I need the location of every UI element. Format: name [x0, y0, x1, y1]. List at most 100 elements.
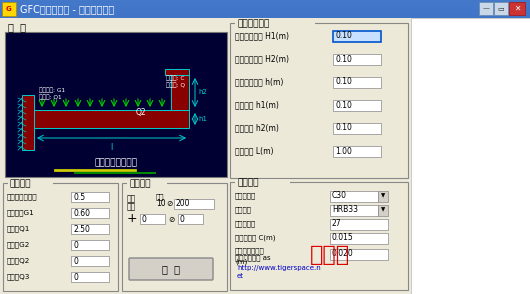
Bar [494, 2, 508, 15]
Bar [235, 20, 315, 28]
Bar [8, 180, 53, 188]
Text: G: G [6, 6, 12, 12]
Text: 截面尺寸参数: 截面尺寸参数 [237, 19, 269, 29]
Text: l: l [110, 143, 113, 152]
Bar [171, 75, 189, 110]
Bar [509, 2, 525, 15]
Bar [0, 9, 530, 10]
Bar [0, 15, 530, 16]
Bar [0, 8, 530, 9]
Bar [0, 2, 530, 3]
Bar [0, 7, 530, 8]
Bar [0, 0, 530, 1]
Text: 混凝土标号: 混凝土标号 [235, 193, 256, 199]
Bar [0, 6, 530, 7]
Text: 地面载法: G1: 地面载法: G1 [39, 87, 65, 93]
Bar [330, 191, 378, 202]
Bar [333, 54, 381, 65]
Text: ▼: ▼ [381, 208, 385, 213]
Text: 钢筋: 钢筋 [127, 203, 136, 211]
Text: 材料信息: 材料信息 [237, 178, 259, 188]
Text: 活载准永久值系: 活载准永久值系 [7, 194, 38, 200]
Text: http://www.tigerspace.n
et: http://www.tigerspace.n et [237, 265, 321, 279]
Text: +: + [127, 213, 137, 225]
Bar [165, 69, 189, 75]
Bar [411, 18, 530, 294]
Text: 例  图: 例 图 [8, 22, 26, 32]
Bar [0, 11, 530, 12]
Text: 1.00: 1.00 [335, 146, 352, 156]
Bar [5, 32, 227, 177]
Bar [378, 191, 388, 202]
Bar [174, 199, 214, 209]
Bar [0, 10, 530, 11]
Bar [0, 13, 530, 14]
Bar [330, 219, 388, 230]
Bar [122, 183, 227, 291]
Text: 0: 0 [73, 240, 78, 250]
Text: ⊘: ⊘ [168, 215, 174, 223]
Text: C30: C30 [332, 191, 347, 201]
Text: 0.10: 0.10 [335, 123, 352, 133]
Bar [333, 31, 381, 42]
Bar [230, 23, 408, 178]
Text: (m): (m) [235, 259, 248, 265]
Bar [71, 272, 109, 282]
Text: 根部相互板厚 h(m): 根部相互板厚 h(m) [235, 78, 284, 86]
Bar [235, 179, 290, 187]
Bar [0, 0, 530, 18]
Bar [22, 95, 34, 150]
Bar [479, 2, 493, 15]
Bar [0, 1, 530, 2]
Text: 2.50: 2.50 [73, 225, 90, 233]
Text: h1: h1 [198, 116, 207, 122]
Text: 活荷载Q3: 活荷载Q3 [7, 274, 30, 280]
Bar [34, 110, 189, 128]
Text: —: — [482, 6, 490, 11]
Text: 活荷载Q2: 活荷载Q2 [7, 258, 30, 264]
Bar [0, 4, 530, 5]
Text: ✕: ✕ [514, 4, 520, 13]
Text: 0.5: 0.5 [73, 193, 85, 201]
Bar [0, 12, 530, 13]
Text: 0.10: 0.10 [335, 78, 352, 86]
Text: 恒荷载: C: 恒荷载: C [166, 75, 184, 81]
Text: h2: h2 [198, 89, 207, 96]
Text: Q2: Q2 [136, 108, 146, 117]
Bar [333, 146, 381, 157]
FancyBboxPatch shape [129, 258, 213, 280]
Text: 构件根部厚度 H1(m): 构件根部厚度 H1(m) [235, 31, 289, 41]
Text: 活荷载Q1: 活荷载Q1 [7, 226, 30, 232]
Text: GFC结构小工具 - 板式悬臂构件: GFC结构小工具 - 板式悬臂构件 [20, 4, 114, 14]
Text: 0: 0 [142, 215, 147, 223]
Bar [0, 3, 530, 4]
Text: 活荷载: Q: 活荷载: Q [166, 82, 185, 88]
Text: 保护层厚度 C(m): 保护层厚度 C(m) [235, 235, 276, 241]
Text: ▼: ▼ [381, 193, 385, 198]
Text: 0: 0 [73, 273, 78, 281]
Bar [71, 256, 109, 266]
Text: 恒荷载G2: 恒荷载G2 [7, 242, 30, 248]
Bar [330, 205, 378, 216]
Text: 近边高度 h2(m): 近边高度 h2(m) [235, 123, 279, 133]
Text: 钢筋级别: 钢筋级别 [235, 207, 252, 213]
Bar [71, 192, 109, 202]
Bar [378, 205, 388, 216]
Bar [333, 123, 381, 134]
Bar [333, 100, 381, 111]
Bar [330, 233, 388, 244]
Text: 虎友专: 虎友专 [310, 245, 350, 265]
Text: ▭: ▭ [498, 6, 505, 11]
Bar [0, 5, 530, 6]
Text: 活荷载: Q1: 活荷载: Q1 [39, 94, 61, 100]
Text: 计  算: 计 算 [162, 264, 180, 274]
Bar [71, 240, 109, 250]
Bar [333, 77, 381, 88]
Text: 0.10: 0.10 [335, 31, 352, 41]
Text: 0: 0 [73, 256, 78, 265]
Bar [71, 224, 109, 234]
Text: 27: 27 [332, 220, 342, 228]
Bar [71, 208, 109, 218]
Text: 挑出长度 L(m): 挑出长度 L(m) [235, 146, 273, 156]
Text: 地面载法G1: 地面载法G1 [7, 210, 35, 216]
